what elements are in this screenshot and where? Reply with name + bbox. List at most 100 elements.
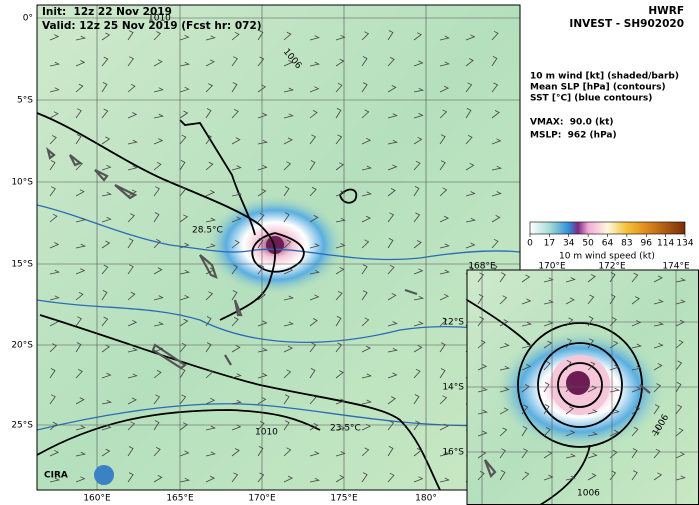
lat-label: 14°S bbox=[442, 383, 464, 393]
wind-barb bbox=[231, 216, 242, 223]
wind-barb bbox=[653, 363, 663, 371]
wind-barb bbox=[361, 399, 372, 405]
wind-barb bbox=[101, 290, 108, 301]
wind-barb bbox=[543, 299, 554, 305]
wind-barb bbox=[387, 188, 396, 197]
wind-barb bbox=[499, 387, 510, 393]
wind-barb bbox=[335, 108, 342, 119]
wind-barb bbox=[543, 382, 550, 393]
wind-barb bbox=[465, 191, 476, 197]
sst-contour bbox=[37, 299, 520, 343]
wind-barb bbox=[153, 161, 162, 171]
wind-barb bbox=[499, 272, 506, 283]
wind-barb bbox=[49, 421, 58, 431]
wind-barb bbox=[631, 470, 638, 481]
wind-barb bbox=[205, 342, 212, 353]
wind-barb bbox=[75, 60, 86, 67]
wind-barb bbox=[387, 372, 398, 379]
wind-barb bbox=[477, 409, 488, 415]
wind-barb bbox=[543, 277, 554, 283]
wind-barb bbox=[387, 139, 399, 145]
wind-barb bbox=[49, 111, 59, 119]
wind-barb bbox=[205, 108, 212, 119]
mslp: MSLP: 962 (hPa) bbox=[530, 131, 617, 141]
wind-barb bbox=[179, 134, 187, 145]
wind-barb bbox=[361, 239, 370, 249]
wind-barb bbox=[477, 316, 485, 327]
wind-barb bbox=[179, 394, 187, 405]
wind-barb bbox=[127, 472, 134, 483]
wind-barb bbox=[231, 240, 240, 249]
wind-barb bbox=[675, 404, 683, 415]
wind-barb bbox=[179, 269, 191, 275]
wind-barb bbox=[587, 385, 597, 393]
wind-barb bbox=[231, 31, 240, 41]
lat-label: 20°S bbox=[11, 341, 33, 351]
wind-barb bbox=[205, 59, 215, 67]
wind-barb bbox=[257, 320, 268, 327]
wind-barb bbox=[257, 112, 268, 119]
wind-barb bbox=[465, 134, 473, 145]
wind-barb bbox=[127, 319, 138, 327]
wind-barb bbox=[587, 338, 594, 349]
wind-barb bbox=[257, 139, 269, 145]
wind-barb bbox=[521, 343, 532, 349]
wind-barb bbox=[439, 109, 448, 119]
wind-barb bbox=[127, 83, 136, 93]
wind-barb bbox=[335, 58, 345, 67]
wind-barb bbox=[49, 319, 59, 327]
wind-barb bbox=[75, 425, 86, 431]
wind-barb bbox=[153, 321, 164, 327]
wind-barb bbox=[631, 386, 642, 393]
wind-barb bbox=[387, 212, 395, 223]
wind-barb bbox=[49, 213, 58, 223]
colorbar-tick-label: 0 bbox=[527, 239, 533, 249]
wind-barb bbox=[101, 108, 109, 119]
wind-barb bbox=[335, 425, 347, 431]
wind-barb bbox=[75, 316, 82, 327]
wind-barb bbox=[413, 295, 425, 301]
wind-barb bbox=[257, 396, 267, 405]
wind-barb bbox=[179, 110, 189, 119]
wind-barb bbox=[153, 31, 161, 41]
wind-barb bbox=[49, 343, 57, 353]
wind-barb bbox=[283, 239, 292, 249]
wind-barb bbox=[101, 136, 111, 145]
wind-barb bbox=[521, 298, 532, 305]
wind-barb bbox=[205, 316, 212, 327]
wind-barb bbox=[153, 475, 163, 483]
wind-barb bbox=[127, 373, 138, 379]
wind-barb bbox=[675, 451, 686, 459]
logo: CIRA bbox=[44, 465, 114, 485]
wind-barb bbox=[477, 294, 484, 305]
wind-barb bbox=[439, 215, 450, 223]
wind-barb bbox=[565, 453, 576, 459]
wind-barb bbox=[387, 396, 396, 405]
wind-barb bbox=[101, 372, 112, 379]
wind-barb bbox=[127, 112, 138, 119]
wind-barb bbox=[521, 384, 530, 393]
wind-barb bbox=[205, 267, 215, 275]
wind-barb bbox=[153, 87, 164, 93]
wind-barb bbox=[631, 365, 642, 371]
wind-barb bbox=[565, 406, 574, 415]
wind-barb bbox=[257, 30, 264, 41]
wind-barb bbox=[675, 339, 684, 349]
wind-barb bbox=[387, 347, 399, 353]
wind-barb bbox=[309, 269, 321, 275]
storm-core bbox=[566, 371, 590, 395]
wind-barb bbox=[257, 188, 267, 197]
wind-barb bbox=[361, 137, 372, 145]
wind-barb bbox=[75, 369, 83, 379]
wind-barb bbox=[231, 191, 242, 197]
wind-barb bbox=[309, 477, 321, 483]
wind-barb bbox=[179, 160, 186, 171]
wind-barb bbox=[413, 32, 422, 41]
wind-barb bbox=[491, 238, 499, 249]
wind-barb bbox=[587, 409, 598, 415]
vmax: VMAX: 90.0 (kt) bbox=[530, 118, 614, 128]
wind-barb bbox=[257, 264, 265, 275]
colorbar-tick-label: 83 bbox=[621, 239, 632, 249]
